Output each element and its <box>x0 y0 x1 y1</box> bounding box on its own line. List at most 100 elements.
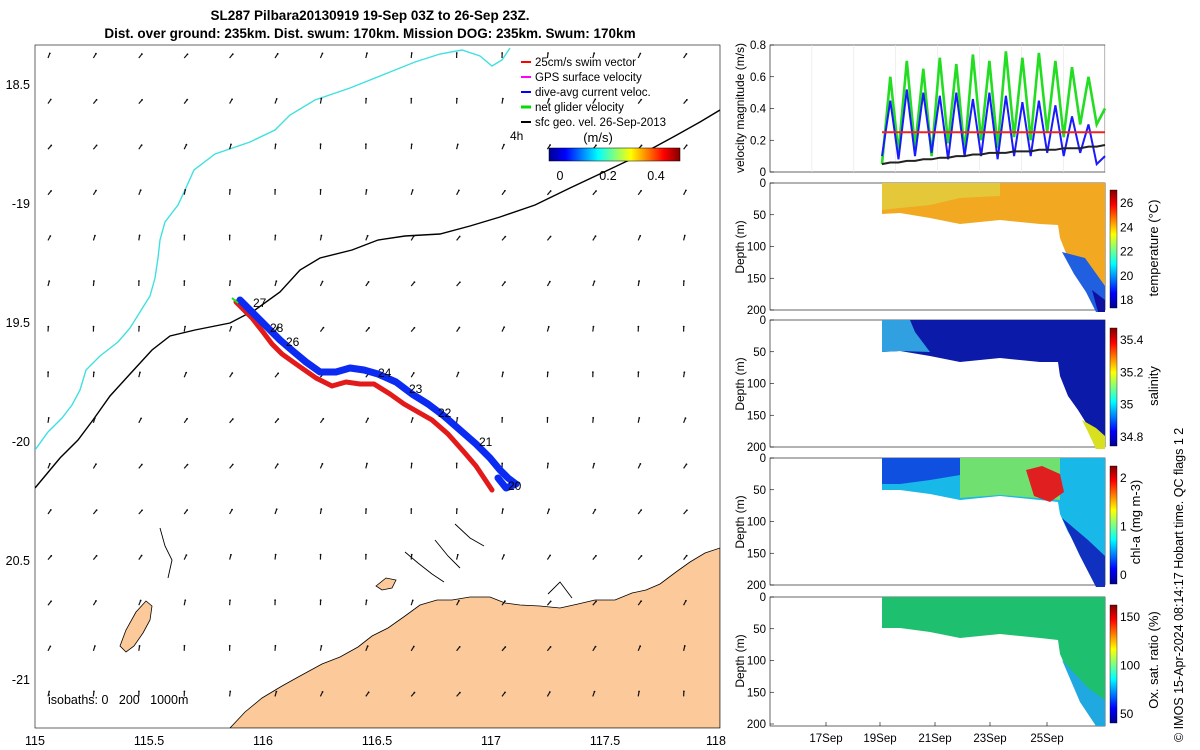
velocity-arrow-head <box>49 645 52 648</box>
velocity-arrow-head <box>503 326 506 328</box>
velocity-arrow-head <box>274 553 277 556</box>
velocity-arrow-head <box>274 234 277 237</box>
velocity-arrow-head <box>548 691 551 693</box>
velocity-arrow-head <box>683 234 686 237</box>
chlorophyll-max <box>1026 466 1064 502</box>
velocity-arrow-head <box>230 143 232 146</box>
velocity-arrow-head <box>592 371 594 374</box>
velocity-arrow-head <box>639 645 642 648</box>
velocity-arrow-head <box>547 52 549 54</box>
velocity-arrow-head <box>186 98 189 101</box>
depth-tick-label: 50 <box>753 624 766 636</box>
velocity-arrow-head <box>411 417 414 419</box>
velocity-arrow-head <box>685 144 688 147</box>
velocity-arrow-head <box>365 97 368 100</box>
oxygen-colorbar <box>1109 604 1118 724</box>
velocity-arrow-head <box>48 462 51 465</box>
day-label: 24 <box>378 366 392 380</box>
lon-tick-label: 118 <box>706 734 726 748</box>
island-small <box>375 577 397 591</box>
colorbar-tick-label: 22 <box>1120 245 1134 259</box>
velocity-arrow-head <box>638 280 640 282</box>
velocity-arrow-head <box>320 508 323 510</box>
velocity-arrow-head <box>501 52 504 54</box>
velocity-arrow-head <box>183 280 186 282</box>
lon-tick-label: 115 <box>25 734 45 748</box>
salinity-panel: 0 50 100 150 200 Depth (m) 35.4 35.2 35 34.8 sa… <box>733 315 1161 454</box>
depth-tick-label: 50 <box>753 347 766 359</box>
velocity-arrow-head <box>184 189 187 191</box>
velocity-arrow-head <box>274 188 277 191</box>
velocity-arrow-head <box>411 599 414 602</box>
title-line-1: SL287 Pilbara20130919 19-Sep 03Z to 26-S… <box>210 8 530 23</box>
velocity-arrow-head <box>412 235 415 238</box>
lat-tick-label: 19.5 <box>6 316 30 330</box>
glider-track-blue <box>236 296 520 492</box>
depth-tick-label: 0 <box>760 178 766 190</box>
depth-tick-label: 100 <box>747 379 766 391</box>
velocity-arrow-head <box>458 281 461 284</box>
velocity-arrow-head <box>321 52 324 55</box>
salinity-colorbar <box>1109 327 1118 447</box>
velocity-arrow-head <box>549 190 552 192</box>
velocity-arrow-head <box>365 508 368 510</box>
day-label: 28 <box>270 321 284 335</box>
velocity-arrow-head <box>47 371 50 374</box>
velocity-arrow-head <box>504 281 506 283</box>
velocity-arrow-head <box>592 416 595 419</box>
velocity-arrow-head <box>548 97 550 100</box>
glider-track-green <box>231 297 239 304</box>
lat-tick-label: 20.5 <box>6 554 30 568</box>
velocity-arrow-head <box>593 52 596 55</box>
depth-tick-label: 100 <box>747 517 766 529</box>
velocity-arrow-head <box>501 97 504 100</box>
velocity-arrow-head <box>183 644 186 647</box>
velocity-arrow-head <box>49 98 52 101</box>
velocity-arrow-head <box>276 326 279 329</box>
velocity-arrow-head <box>501 462 504 465</box>
temperature-section <box>882 183 1105 312</box>
velocity-arrow-head <box>95 52 97 55</box>
colorbar-tick-label: 50 <box>1120 707 1134 721</box>
velocity-arrow-head <box>640 600 643 603</box>
colorbar-tick-label: 2 <box>1120 471 1127 485</box>
velocity-arrow-head <box>322 326 325 329</box>
velocity-arrow-head <box>504 691 506 694</box>
velocity-arrow-head <box>458 645 461 648</box>
depth-tick-label: 150 <box>747 273 766 285</box>
chlorophyll-panel: 0 50 100 150 200 Depth (m) 2 1 0 chl-a (mg m-3… <box>733 453 1143 592</box>
y-tick-label: 0.8 <box>750 40 766 52</box>
velocity-arrow-head <box>230 553 232 556</box>
velocity-arrow-head <box>683 690 685 693</box>
velocity-arrow-head <box>548 280 551 283</box>
svg-text:sfc geo. vel. 26-Sep-2013: sfc geo. vel. 26-Sep-2013 <box>535 117 666 129</box>
velocity-arrow-head <box>47 325 50 328</box>
series-line <box>881 144 1106 166</box>
velocity-arrow-head <box>231 98 233 101</box>
velocity-arrow-head <box>503 554 505 556</box>
series-line <box>880 51 1107 165</box>
velocity-arrow-head <box>549 554 552 557</box>
velocity-arrow-head <box>275 690 278 693</box>
svg-text:25cm/s swim vector: 25cm/s swim vector <box>535 57 636 69</box>
velocity-arrow-head <box>366 462 368 465</box>
velocity-arrow-head <box>412 372 415 374</box>
velocity-arrow-head <box>410 553 413 556</box>
velocity-arrow-head <box>367 417 370 420</box>
velocity-arrow-head <box>458 691 461 694</box>
legend-item: net glider velocity <box>521 102 624 114</box>
velocity-arrow-head <box>685 554 688 557</box>
colorbar-tick: 0.2 <box>599 169 616 183</box>
y-tick-label: 0.6 <box>750 72 766 84</box>
velocity-arrow-head <box>276 52 279 55</box>
velocity-arrow-head <box>321 462 324 465</box>
depth-ylabel: Depth (m) <box>733 495 747 548</box>
velocity-arrow-head <box>595 144 597 147</box>
velocity-arrow-head <box>367 691 370 694</box>
temperature-colorbar <box>1109 189 1118 309</box>
velocity-arrow-head <box>184 325 186 328</box>
velocity-arrow-head <box>93 280 95 282</box>
salinity-section <box>882 320 1105 449</box>
velocity-arrow-head <box>277 418 280 420</box>
colorbar-tick-label: 20 <box>1120 269 1134 283</box>
